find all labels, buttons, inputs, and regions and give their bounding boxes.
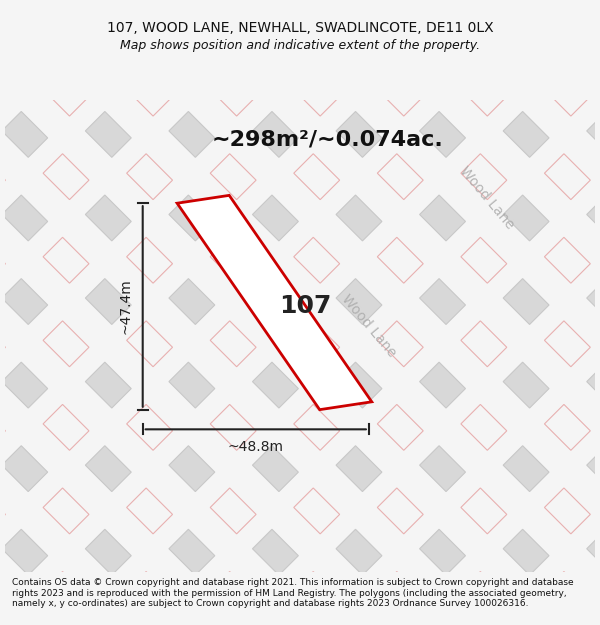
Polygon shape (503, 111, 549, 158)
Polygon shape (503, 28, 549, 74)
Polygon shape (419, 195, 466, 241)
Polygon shape (253, 529, 298, 575)
Polygon shape (587, 362, 600, 408)
Polygon shape (169, 613, 215, 625)
Polygon shape (419, 613, 466, 625)
Polygon shape (169, 362, 215, 408)
Polygon shape (503, 362, 549, 408)
Polygon shape (336, 111, 382, 158)
Polygon shape (169, 279, 215, 324)
Polygon shape (336, 446, 382, 492)
Text: Wood Lane: Wood Lane (339, 292, 399, 360)
Polygon shape (587, 446, 600, 492)
Polygon shape (336, 362, 382, 408)
Text: ~48.8m: ~48.8m (228, 440, 284, 454)
Text: ~298m²/~0.074ac.: ~298m²/~0.074ac. (212, 129, 443, 149)
Polygon shape (169, 195, 215, 241)
Polygon shape (253, 111, 298, 158)
Polygon shape (503, 613, 549, 625)
Polygon shape (253, 613, 298, 625)
Polygon shape (419, 529, 466, 575)
Polygon shape (503, 446, 549, 492)
Polygon shape (587, 28, 600, 74)
Polygon shape (336, 529, 382, 575)
Polygon shape (503, 279, 549, 324)
Polygon shape (2, 362, 47, 408)
Polygon shape (85, 111, 131, 158)
Polygon shape (85, 362, 131, 408)
Polygon shape (253, 362, 298, 408)
Polygon shape (419, 28, 466, 74)
Polygon shape (587, 111, 600, 158)
Polygon shape (336, 28, 382, 74)
Polygon shape (169, 529, 215, 575)
Polygon shape (85, 529, 131, 575)
Text: Wood Lane: Wood Lane (457, 164, 517, 232)
Polygon shape (587, 195, 600, 241)
Polygon shape (2, 529, 47, 575)
Polygon shape (336, 195, 382, 241)
Polygon shape (85, 195, 131, 241)
Polygon shape (2, 613, 47, 625)
Polygon shape (2, 446, 47, 492)
Polygon shape (503, 195, 549, 241)
Polygon shape (253, 28, 298, 74)
Polygon shape (587, 279, 600, 324)
Polygon shape (85, 446, 131, 492)
Polygon shape (169, 111, 215, 158)
Polygon shape (336, 613, 382, 625)
Polygon shape (177, 196, 372, 409)
Polygon shape (2, 279, 47, 324)
Text: 107, WOOD LANE, NEWHALL, SWADLINCOTE, DE11 0LX: 107, WOOD LANE, NEWHALL, SWADLINCOTE, DE… (107, 21, 493, 35)
Polygon shape (419, 279, 466, 324)
Text: Contains OS data © Crown copyright and database right 2021. This information is : Contains OS data © Crown copyright and d… (12, 578, 574, 608)
Polygon shape (85, 279, 131, 324)
Polygon shape (503, 529, 549, 575)
Polygon shape (253, 446, 298, 492)
Text: Map shows position and indicative extent of the property.: Map shows position and indicative extent… (120, 39, 480, 52)
Text: 107: 107 (279, 294, 331, 319)
Polygon shape (169, 28, 215, 74)
Polygon shape (253, 279, 298, 324)
Polygon shape (419, 446, 466, 492)
Polygon shape (85, 28, 131, 74)
Polygon shape (587, 613, 600, 625)
Polygon shape (2, 195, 47, 241)
Polygon shape (85, 613, 131, 625)
Polygon shape (2, 28, 47, 74)
Polygon shape (587, 529, 600, 575)
Polygon shape (419, 362, 466, 408)
Polygon shape (253, 195, 298, 241)
Polygon shape (169, 446, 215, 492)
Polygon shape (2, 111, 47, 158)
Text: ~47.4m: ~47.4m (118, 279, 132, 334)
Polygon shape (419, 111, 466, 158)
Polygon shape (336, 279, 382, 324)
